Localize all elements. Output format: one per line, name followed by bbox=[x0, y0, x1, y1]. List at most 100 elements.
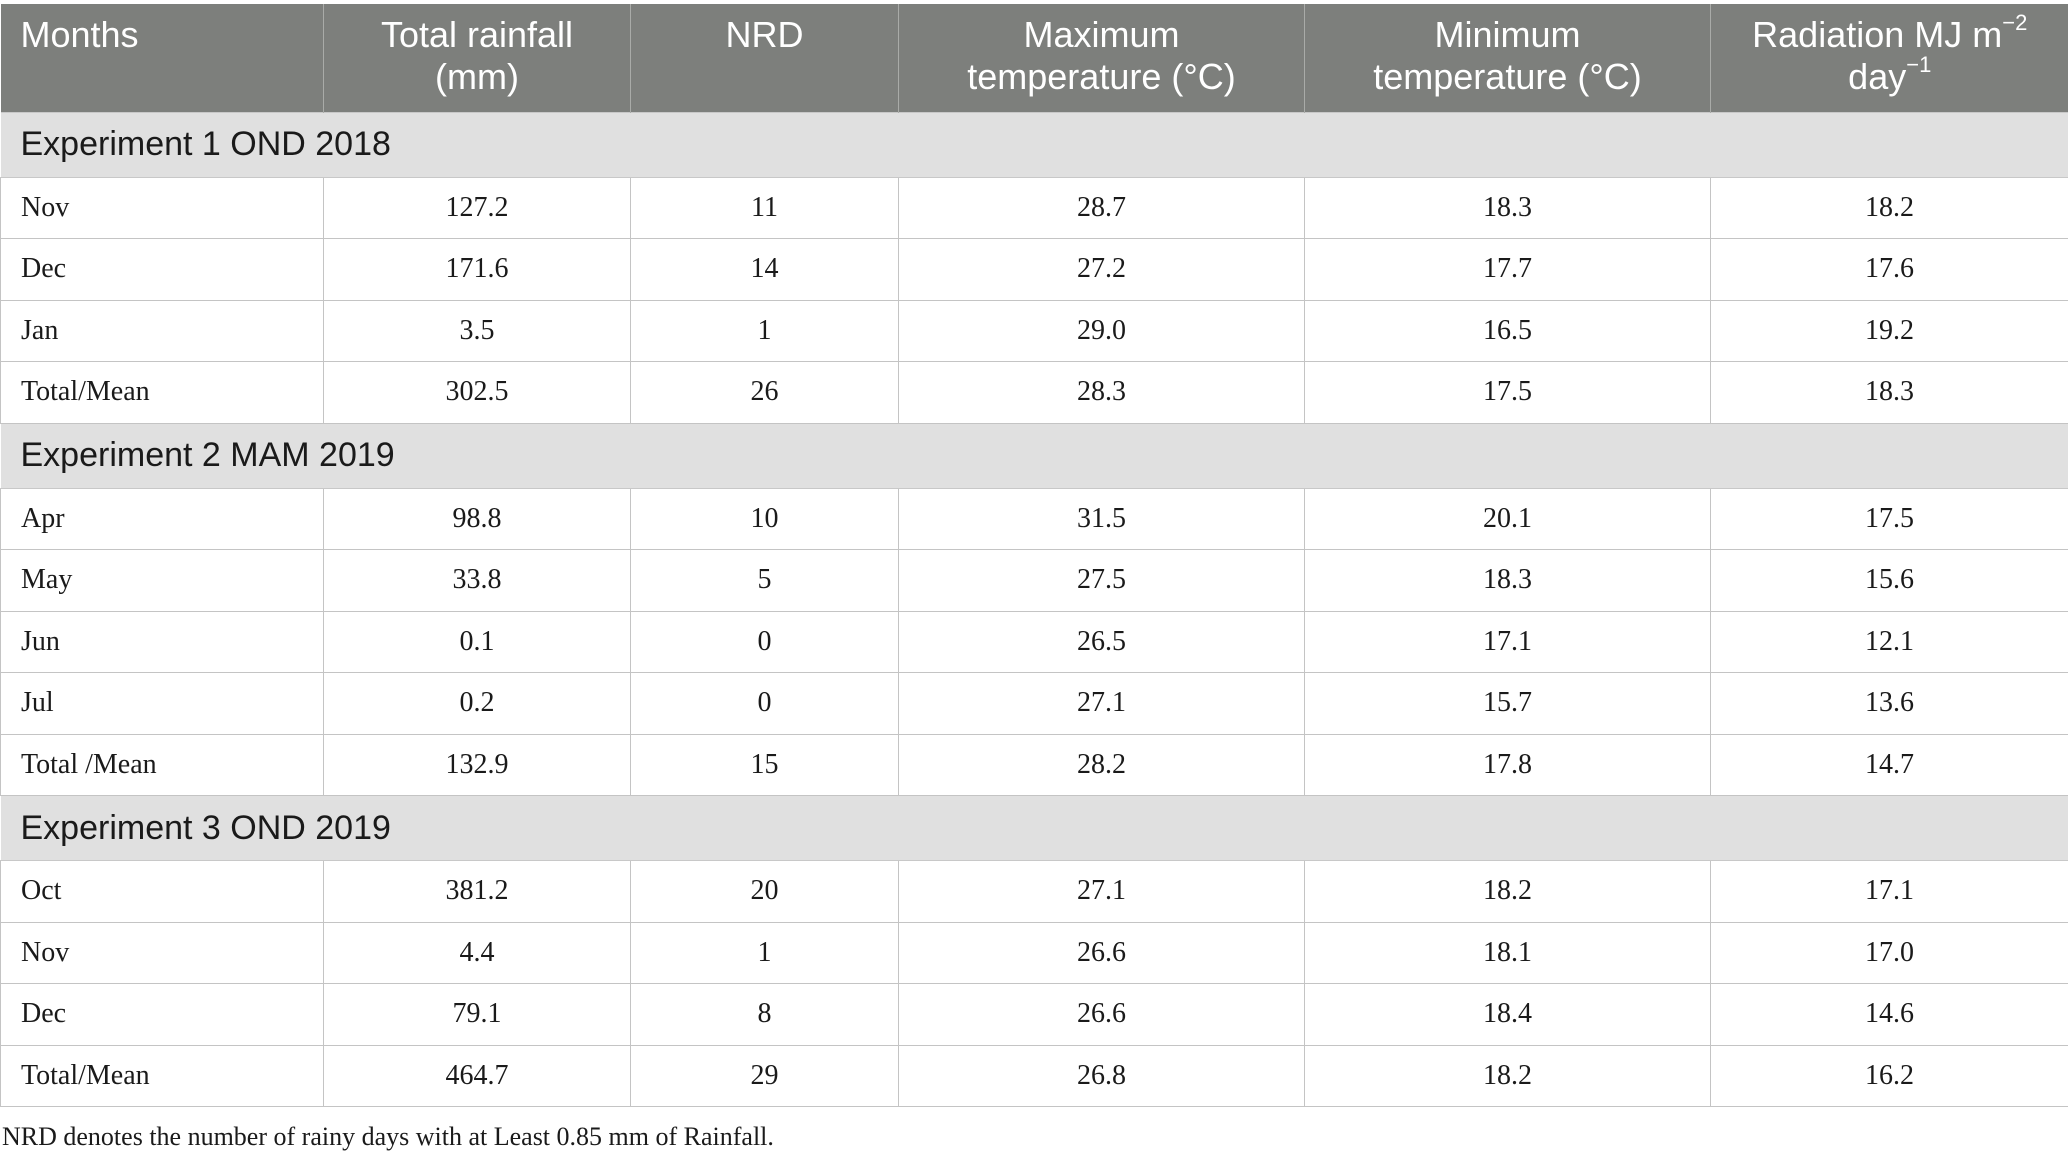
cell-max-temperature: 26.6 bbox=[898, 921, 1305, 984]
cell-month: Nov bbox=[0, 176, 324, 239]
cell-total-rainfall: 132.9 bbox=[323, 733, 631, 796]
header-radiation-line2: day bbox=[1848, 56, 1907, 97]
cell-max-temperature: 26.5 bbox=[898, 610, 1305, 673]
header-max-temperature-line1: Maximum bbox=[1023, 14, 1180, 55]
table-row: Nov 4.4 1 26.6 18.1 17.0 bbox=[0, 921, 2068, 984]
cell-nrd: 0 bbox=[630, 672, 899, 735]
cell-month: Jan bbox=[0, 299, 324, 362]
table-row: Jul 0.2 0 27.1 15.7 13.6 bbox=[0, 672, 2068, 735]
cell-nrd: 15 bbox=[630, 733, 899, 796]
table-row: Dec 79.1 8 26.6 18.4 14.6 bbox=[0, 983, 2068, 1046]
cell-radiation: 17.1 bbox=[1710, 860, 2068, 923]
cell-max-temperature: 27.1 bbox=[898, 672, 1305, 735]
cell-max-temperature: 28.3 bbox=[898, 361, 1305, 424]
table-header: Months Total rainfall (mm) NRD Maximum t… bbox=[0, 4, 2068, 112]
cell-month: Nov bbox=[0, 921, 324, 984]
cell-radiation: 12.1 bbox=[1710, 610, 2068, 673]
cell-nrd: 29 bbox=[630, 1044, 899, 1107]
cell-total-rainfall: 0.1 bbox=[323, 610, 631, 673]
cell-total-rainfall: 3.5 bbox=[323, 299, 631, 362]
cell-month: Apr bbox=[0, 487, 324, 550]
cell-nrd: 8 bbox=[630, 983, 899, 1046]
cell-total-rainfall: 464.7 bbox=[323, 1044, 631, 1107]
cell-total-rainfall: 33.8 bbox=[323, 549, 631, 612]
cell-month: Jul bbox=[0, 672, 324, 735]
cell-total-rainfall: 4.4 bbox=[323, 921, 631, 984]
cell-total-rainfall: 79.1 bbox=[323, 983, 631, 1046]
cell-min-temperature: 16.5 bbox=[1304, 299, 1711, 362]
cell-min-temperature: 15.7 bbox=[1304, 672, 1711, 735]
table-row: Dec 171.6 14 27.2 17.7 17.6 bbox=[0, 238, 2068, 301]
header-nrd-label: NRD bbox=[725, 14, 804, 55]
cell-month: Oct bbox=[0, 860, 324, 923]
cell-min-temperature: 17.8 bbox=[1304, 733, 1711, 796]
header-max-temperature: Maximum temperature (°C) bbox=[898, 4, 1305, 112]
cell-month: Jun bbox=[0, 610, 324, 673]
header-min-temperature-line2: temperature (°C) bbox=[1373, 56, 1642, 97]
cell-radiation: 13.6 bbox=[1710, 672, 2068, 735]
cell-radiation: 17.5 bbox=[1710, 487, 2068, 550]
header-nrd: NRD bbox=[630, 4, 899, 112]
header-total-rainfall-line1: Total rainfall bbox=[380, 14, 574, 55]
cell-nrd: 20 bbox=[630, 860, 899, 923]
cell-nrd: 0 bbox=[630, 610, 899, 673]
table-row: Total/Mean 464.7 29 26.8 18.2 16.2 bbox=[0, 1044, 2068, 1107]
cell-max-temperature: 29.0 bbox=[898, 299, 1305, 362]
cell-month: Total /Mean bbox=[0, 733, 324, 796]
header-row: Months Total rainfall (mm) NRD Maximum t… bbox=[0, 4, 2068, 112]
cell-nrd: 14 bbox=[630, 238, 899, 301]
cell-total-rainfall: 0.2 bbox=[323, 672, 631, 735]
header-radiation-line1: Radiation MJ m bbox=[1752, 14, 2003, 55]
table-row: Jun 0.1 0 26.5 17.1 12.1 bbox=[0, 610, 2068, 673]
weather-table-container: Months Total rainfall (mm) NRD Maximum t… bbox=[0, 4, 2068, 1107]
cell-min-temperature: 18.3 bbox=[1304, 549, 1711, 612]
table-row: Total /Mean 132.9 15 28.2 17.8 14.7 bbox=[0, 733, 2068, 796]
cell-max-temperature: 27.5 bbox=[898, 549, 1305, 612]
cell-nrd: 1 bbox=[630, 299, 899, 362]
header-min-temperature: Minimum temperature (°C) bbox=[1304, 4, 1711, 112]
cell-nrd: 10 bbox=[630, 487, 899, 550]
cell-min-temperature: 18.2 bbox=[1304, 1044, 1711, 1107]
cell-total-rainfall: 171.6 bbox=[323, 238, 631, 301]
section-title: Experiment 2 MAM 2019 bbox=[0, 422, 2068, 489]
cell-month: Dec bbox=[0, 983, 324, 1046]
cell-radiation: 15.6 bbox=[1710, 549, 2068, 612]
header-total-rainfall: Total rainfall (mm) bbox=[323, 4, 631, 112]
table-row: Total/Mean 302.5 26 28.3 17.5 18.3 bbox=[0, 361, 2068, 424]
cell-max-temperature: 26.6 bbox=[898, 983, 1305, 1046]
cell-nrd: 11 bbox=[630, 176, 899, 239]
table-row: Jan 3.5 1 29.0 16.5 19.2 bbox=[0, 299, 2068, 362]
cell-max-temperature: 31.5 bbox=[898, 487, 1305, 550]
cell-radiation: 18.3 bbox=[1710, 361, 2068, 424]
table-footnote: NRD denotes the number of rainy days wit… bbox=[2, 1122, 774, 1151]
cell-total-rainfall: 98.8 bbox=[323, 487, 631, 550]
table-body: Experiment 1 OND 2018 Nov 127.2 11 28.7 18.3 1… bbox=[0, 111, 2068, 1107]
cell-radiation: 19.2 bbox=[1710, 299, 2068, 362]
weather-table: Months Total rainfall (mm) NRD Maximum t… bbox=[0, 4, 2068, 1107]
cell-min-temperature: 18.2 bbox=[1304, 860, 1711, 923]
cell-month: Total/Mean bbox=[0, 361, 324, 424]
table-row: Oct 381.2 20 27.1 18.2 17.1 bbox=[0, 860, 2068, 923]
cell-total-rainfall: 381.2 bbox=[323, 860, 631, 923]
table-row: Apr 98.8 10 31.5 20.1 17.5 bbox=[0, 487, 2068, 550]
cell-nrd: 5 bbox=[630, 549, 899, 612]
section-title: Experiment 3 OND 2019 bbox=[0, 795, 2068, 861]
cell-month: May bbox=[0, 549, 324, 612]
table-row: Nov 127.2 11 28.7 18.3 18.2 bbox=[0, 176, 2068, 239]
cell-radiation: 16.2 bbox=[1710, 1044, 2068, 1107]
cell-max-temperature: 27.1 bbox=[898, 860, 1305, 923]
cell-max-temperature: 28.2 bbox=[898, 733, 1305, 796]
header-radiation-sup1: −2 bbox=[2002, 10, 2028, 35]
cell-min-temperature: 18.3 bbox=[1304, 176, 1711, 239]
cell-min-temperature: 17.7 bbox=[1304, 238, 1711, 301]
header-min-temperature-line1: Minimum bbox=[1434, 14, 1581, 55]
cell-radiation: 14.6 bbox=[1710, 983, 2068, 1046]
cell-max-temperature: 26.8 bbox=[898, 1044, 1305, 1107]
section-title: Experiment 1 OND 2018 bbox=[0, 111, 2068, 178]
header-radiation: Radiation MJ m−2 day−1 bbox=[1710, 4, 2068, 112]
header-radiation-sup2: −1 bbox=[1906, 52, 1932, 77]
cell-month: Dec bbox=[0, 238, 324, 301]
cell-max-temperature: 27.2 bbox=[898, 238, 1305, 301]
cell-radiation: 17.6 bbox=[1710, 238, 2068, 301]
cell-radiation: 14.7 bbox=[1710, 733, 2068, 796]
